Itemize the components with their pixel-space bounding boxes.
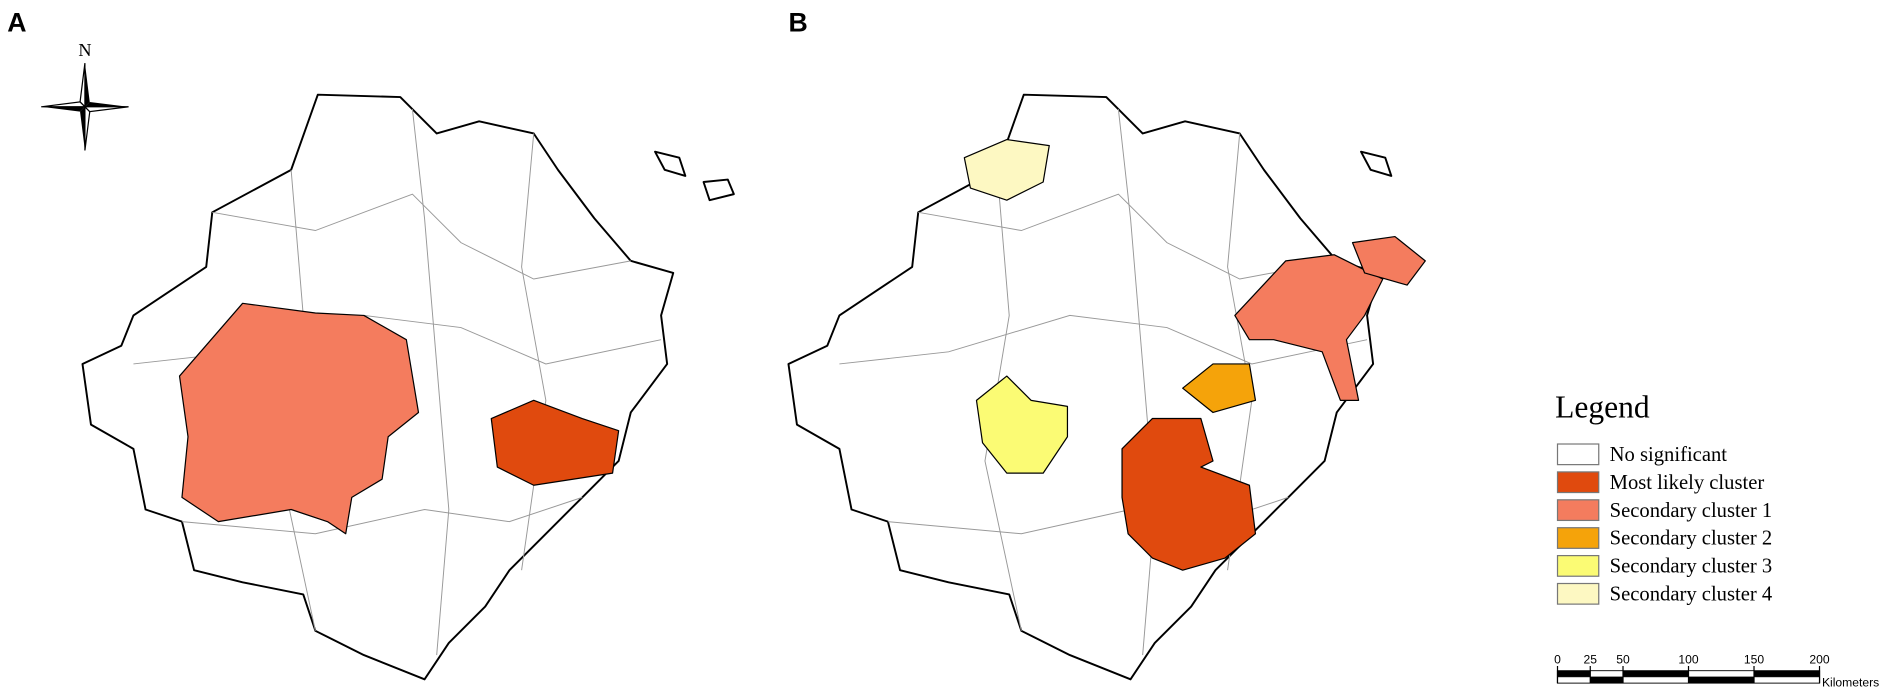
legend-label: Secondary cluster 2: [1610, 528, 1773, 550]
cluster-region: [178, 302, 420, 535]
scale-segment: [1753, 676, 1820, 684]
cluster-region: [1182, 363, 1257, 414]
legend-swatch: [1556, 527, 1600, 549]
scale-segment: [1557, 676, 1591, 684]
legend-title: Legend: [1555, 389, 1650, 424]
scale-tick-label: 100: [1678, 653, 1698, 667]
scale-tick-label: 200: [1809, 653, 1829, 667]
scale-tick-label: 50: [1616, 653, 1630, 667]
cluster-region: [490, 399, 620, 486]
panel-label: B: [788, 8, 807, 38]
panel-label: A: [7, 8, 26, 38]
legend-swatch: [1556, 443, 1600, 466]
scale-tick-label: 150: [1744, 653, 1764, 667]
north-label: N: [78, 40, 91, 60]
scale-segment: [1754, 670, 1820, 677]
legend-label: No significant: [1610, 444, 1728, 466]
cluster-region: [963, 138, 1050, 201]
scale-segment: [1589, 670, 1624, 678]
cluster-region: [975, 375, 1069, 474]
legend-swatch: [1556, 471, 1600, 494]
scale-segment: [1622, 676, 1689, 684]
map-panel-a: [81, 93, 735, 681]
scale-bar: 0 25 50 100 150 200 Kilometers: [1554, 653, 1879, 690]
cluster-region: [1121, 417, 1257, 571]
legend-swatch: [1556, 582, 1600, 605]
legend-swatch: [1556, 499, 1600, 522]
scale-segment: [1557, 670, 1591, 677]
scale-unit: Kilometers: [1822, 676, 1879, 690]
scale-segment: [1688, 670, 1755, 678]
legend-label: Secondary cluster 3: [1610, 556, 1773, 578]
scale-segment: [1688, 676, 1755, 683]
legend-swatch: [1556, 554, 1600, 577]
scale-tick-label: 0: [1554, 653, 1561, 667]
cluster-region: [1351, 235, 1426, 286]
north-arrow: N: [41, 40, 129, 151]
legend: Legend No significant Most likely cluster…: [1555, 389, 1772, 605]
map-panel-b: [787, 93, 1426, 681]
scale-tick-label: 25: [1584, 653, 1598, 667]
legend-label: Secondary cluster 1: [1610, 500, 1773, 522]
scale-segment: [1623, 670, 1689, 677]
legend-label: Secondary cluster 4: [1610, 583, 1773, 605]
legend-label: Most likely cluster: [1610, 472, 1765, 494]
scale-segment: [1590, 676, 1624, 683]
cluster-region: [1234, 254, 1384, 401]
